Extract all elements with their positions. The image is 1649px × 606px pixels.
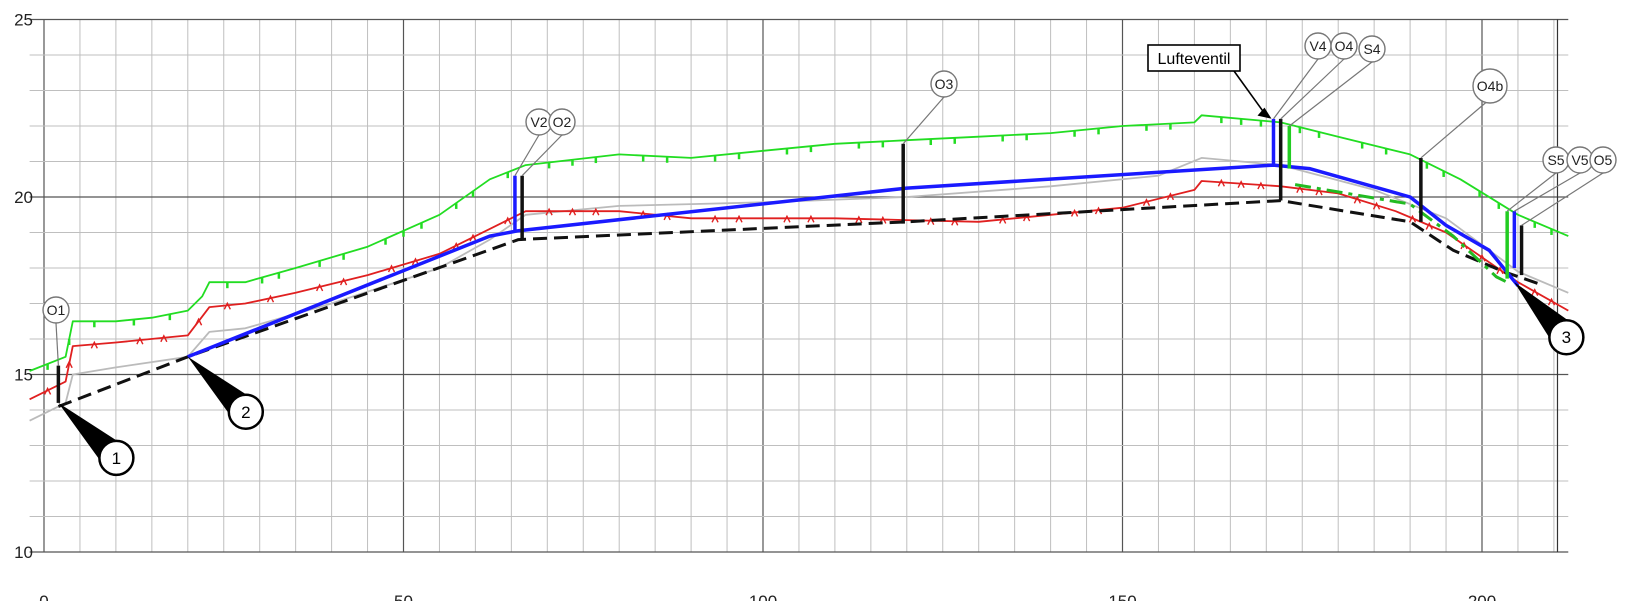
- terrain-tick: [43, 386, 52, 395]
- series-gray-terrain: [29, 156, 1569, 422]
- marker-label-o2: O2: [553, 114, 572, 130]
- marker-leader-v5: [1514, 172, 1581, 212]
- x-tick-label: 150: [1108, 592, 1136, 601]
- axis-layer: 10 15 20 25 0 50 100 150 200: [14, 11, 1496, 606]
- y-tick-label: 25: [14, 11, 33, 30]
- x-tick-label: 50: [394, 592, 413, 601]
- terrain-tick: [1142, 198, 1151, 207]
- grid-layer: [29, 18, 1569, 553]
- terrain-tick: [469, 233, 477, 242]
- terrain-tick: [1217, 178, 1225, 187]
- terrain-tick: [65, 360, 73, 369]
- x-tick-label: 200: [1468, 592, 1496, 601]
- marker-leader-o4b: [1420, 98, 1491, 159]
- terrain-tick: [160, 334, 168, 343]
- marker-leader-o2: [521, 134, 563, 177]
- annotation-arrow-line: [1233, 70, 1267, 116]
- terrain-tick: [735, 214, 743, 223]
- marker-label-o1: O1: [47, 302, 66, 318]
- terrain-tick: [315, 283, 324, 292]
- marker-leader-o3: [902, 96, 945, 145]
- marker-leader-s4: [1288, 61, 1373, 127]
- terrain-tick: [194, 317, 203, 326]
- terrain-tick: [855, 215, 863, 224]
- terrain-tick: [90, 340, 98, 349]
- marker-bubble-o3: [930, 70, 958, 98]
- terrain-tick: [1237, 180, 1245, 189]
- series-black-pipe: [57, 199, 1540, 408]
- terrain-tick: [1425, 221, 1433, 230]
- marker-label-o3: O3: [935, 76, 954, 92]
- marker-leader-o4: [1280, 58, 1345, 120]
- annotation-arrow-head: [1257, 107, 1272, 119]
- callout-label-2: 2: [241, 403, 250, 422]
- terrain-tick: [807, 214, 815, 223]
- terrain-tick: [927, 217, 935, 225]
- terrain-tick: [1353, 195, 1361, 204]
- marker-leader-v4: [1273, 58, 1319, 120]
- terrain-tick: [783, 214, 791, 223]
- marker-bubble-s4: [1358, 35, 1386, 63]
- y-tick-label: 10: [14, 543, 33, 562]
- marker-label-o4b: O4b: [1477, 78, 1504, 94]
- terrain-tick: [1070, 208, 1079, 217]
- marker-label-v5: V5: [1571, 152, 1588, 168]
- callout-label-1: 1: [112, 449, 121, 468]
- terrain-tick: [592, 207, 600, 216]
- x-tick-label: 0: [39, 592, 48, 601]
- series-red-terrain: [29, 180, 1569, 401]
- terrain-tick: [1257, 181, 1265, 190]
- terrain-tick: [711, 214, 719, 223]
- callout-circle-3: [1548, 318, 1585, 356]
- series-blue-pipe: [187, 163, 1520, 359]
- callout-circle-1: [98, 439, 135, 477]
- marker-leader-o5: [1521, 172, 1604, 226]
- marker-bubble-o4: [1330, 32, 1358, 60]
- terrain-tick: [411, 257, 420, 266]
- terrain-tick: [1408, 214, 1417, 223]
- terrain-tick: [504, 216, 512, 225]
- terrain-tick: [136, 336, 144, 345]
- marker-bubble-o4b: [1472, 68, 1508, 104]
- terrain-tick: [339, 277, 348, 286]
- terrain-tick: [1166, 192, 1175, 201]
- callout-circle-2: [227, 393, 265, 430]
- marker-leader-s5: [1506, 172, 1557, 212]
- marker-label-v4: V4: [1309, 38, 1326, 54]
- callout-label-3: 3: [1562, 328, 1571, 347]
- marker-leader-o1: [55, 322, 59, 366]
- marker-label-v2: V2: [530, 114, 547, 130]
- callout-layer: 1 2 3: [58, 282, 1585, 477]
- terrain-tick: [568, 207, 577, 216]
- marker-leader-v2: [514, 134, 540, 177]
- terrain-tick: [545, 207, 553, 216]
- marker-bubble-o2: [548, 108, 576, 136]
- marker-label-s5: S5: [1547, 152, 1564, 168]
- marker-label-o5: O5: [1594, 152, 1613, 168]
- terrain-tick: [1496, 266, 1504, 275]
- terrain-tick: [1460, 241, 1468, 250]
- annotation-box: [1147, 44, 1241, 72]
- marker-bubble-o5: [1589, 146, 1617, 174]
- marker-label-o4: O4: [1335, 38, 1354, 54]
- terrain-tick: [1531, 288, 1539, 296]
- terrain-tick: [879, 215, 887, 224]
- terrain-tick: [266, 294, 275, 303]
- series-green-dashdot: [1294, 183, 1512, 286]
- terrain-tick: [1372, 201, 1381, 210]
- marker-bubble-o1: [42, 296, 70, 324]
- x-tick-label: 100: [749, 592, 777, 601]
- marker-layer: O1 V2 O2 O3 V4 O4 S4 O4b S5 V5 O5: [42, 32, 1617, 403]
- marker-label-s4: S4: [1363, 41, 1380, 57]
- annotation-text: Lufteventil: [1158, 51, 1231, 68]
- terrain-tick: [223, 301, 231, 310]
- y-tick-label: 15: [14, 366, 33, 385]
- terrain-tick: [1547, 297, 1556, 306]
- terrain-tick: [387, 264, 396, 273]
- y-tick-label: 20: [14, 188, 33, 207]
- annotation-layer: Lufteventil: [1147, 44, 1272, 119]
